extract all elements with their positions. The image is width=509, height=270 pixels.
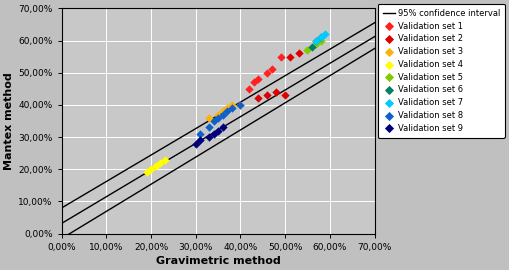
Validation set 8 (196, 132, 204, 136)
Validation set 2 (254, 96, 262, 101)
Validation set 8 (205, 125, 213, 130)
Validation set 3 (205, 116, 213, 120)
Validation set 7 (316, 35, 324, 39)
Validation set 1 (245, 87, 253, 91)
Validation set 8 (227, 106, 235, 110)
Validation set 3 (236, 103, 244, 107)
Validation set 6 (307, 45, 316, 49)
Validation set 7 (312, 38, 320, 43)
Validation set 3 (222, 106, 231, 110)
Validation set 4 (156, 161, 164, 165)
Validation set 1 (276, 55, 284, 59)
Validation set 8 (222, 109, 231, 113)
Validation set 2 (285, 55, 293, 59)
Validation set 2 (272, 90, 280, 94)
Validation set 1 (267, 67, 275, 72)
Validation set 2 (280, 93, 289, 97)
Y-axis label: Mantex method: Mantex method (4, 72, 14, 170)
Validation set 8 (218, 112, 226, 117)
Validation set 5 (316, 38, 324, 43)
Validation set 1 (249, 80, 258, 85)
Validation set 7 (321, 32, 329, 36)
Validation set 5 (303, 48, 311, 52)
Validation set 5 (312, 42, 320, 46)
Validation set 8 (214, 116, 222, 120)
Legend: 95% confidence interval, Validation set 1, Validation set 2, Validation set 3, V: 95% confidence interval, Validation set … (377, 4, 504, 138)
Validation set 6 (316, 35, 324, 39)
Validation set 4 (160, 157, 168, 162)
Validation set 9 (205, 135, 213, 139)
Validation set 3 (227, 103, 235, 107)
Validation set 4 (151, 164, 159, 168)
Validation set 9 (196, 138, 204, 143)
Validation set 9 (191, 141, 200, 146)
Validation set 9 (214, 129, 222, 133)
X-axis label: Gravimetric method: Gravimetric method (155, 256, 280, 266)
Validation set 2 (263, 93, 271, 97)
Validation set 8 (209, 119, 217, 123)
Validation set 9 (218, 125, 226, 130)
Validation set 9 (209, 132, 217, 136)
Validation set 6 (312, 38, 320, 43)
Validation set 3 (218, 109, 226, 113)
Validation set 8 (236, 103, 244, 107)
Validation set 1 (254, 77, 262, 81)
Validation set 4 (147, 167, 155, 171)
Validation set 3 (214, 112, 222, 117)
Validation set 4 (143, 170, 151, 175)
Validation set 1 (263, 70, 271, 75)
Validation set 2 (294, 51, 302, 56)
